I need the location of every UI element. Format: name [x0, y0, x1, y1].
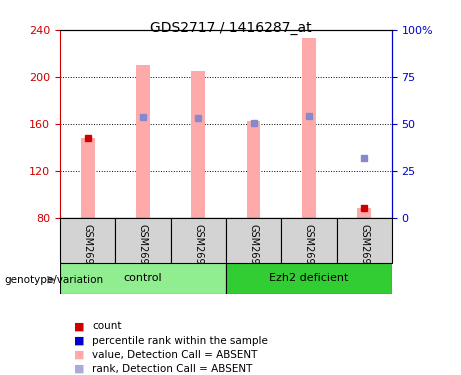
Bar [302, 38, 316, 218]
Bar [357, 208, 371, 218]
Text: ■: ■ [74, 321, 84, 331]
Text: value, Detection Call = ABSENT: value, Detection Call = ABSENT [92, 350, 258, 360]
Text: GDS2717 / 1416287_at: GDS2717 / 1416287_at [150, 21, 311, 34]
FancyBboxPatch shape [60, 262, 226, 294]
Text: genotype/variation: genotype/variation [5, 275, 104, 285]
Text: GSM26968: GSM26968 [304, 224, 314, 277]
FancyBboxPatch shape [226, 217, 281, 262]
Bar [247, 122, 260, 218]
Text: count: count [92, 321, 122, 331]
Text: GSM26967: GSM26967 [248, 224, 259, 277]
Bar [191, 71, 205, 217]
FancyBboxPatch shape [226, 262, 392, 294]
Text: Ezh2 deficient: Ezh2 deficient [269, 273, 349, 284]
Text: ■: ■ [74, 336, 84, 345]
Text: GSM26966: GSM26966 [193, 224, 203, 277]
FancyBboxPatch shape [281, 217, 337, 262]
FancyBboxPatch shape [115, 217, 171, 262]
FancyBboxPatch shape [171, 217, 226, 262]
Text: control: control [124, 273, 162, 284]
FancyBboxPatch shape [337, 217, 392, 262]
Text: GSM26964: GSM26964 [83, 224, 93, 277]
Text: GSM26965: GSM26965 [138, 224, 148, 277]
Text: percentile rank within the sample: percentile rank within the sample [92, 336, 268, 345]
Text: GSM26969: GSM26969 [359, 224, 369, 277]
Text: rank, Detection Call = ABSENT: rank, Detection Call = ABSENT [92, 364, 253, 374]
Bar [81, 138, 95, 218]
Text: ■: ■ [74, 350, 84, 360]
FancyBboxPatch shape [60, 217, 115, 262]
Bar [136, 65, 150, 218]
Text: ■: ■ [74, 364, 84, 374]
